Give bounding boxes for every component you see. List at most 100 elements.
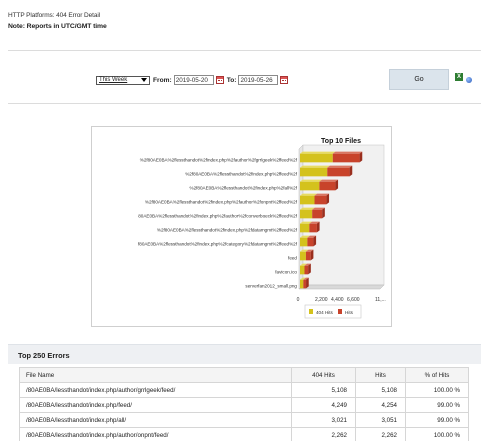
chart-legend [304, 304, 362, 319]
section-header: Top 250 Errors [8, 344, 481, 364]
bar-404-hits-top [300, 263, 308, 266]
cell-pct-hits: 100.00 % [405, 382, 469, 398]
bar-hits-top [312, 207, 325, 210]
from-date-input[interactable] [173, 75, 214, 85]
report-header: HTTP Platforms: 404 Error Detail Note: R… [8, 12, 107, 30]
bar-404-hits-top [300, 193, 318, 196]
cell-hits: 3,051 [355, 412, 406, 428]
col-404-hits[interactable]: 404 Hits [291, 367, 356, 383]
table-header-row: File Name 404 Hits Hits % of Hits [19, 367, 469, 383]
cell-pct-hits: 100.00 % [405, 427, 469, 441]
bar-hits-side [326, 193, 330, 205]
bar-hits-top [332, 151, 363, 154]
chart-title: Top 10 Files [321, 138, 361, 145]
cell-pct-hits: 99.00 % [405, 397, 469, 413]
bar-hits-side [308, 263, 311, 275]
category-label: f80AE0BA%2flessthandot%2findex.php%2fcat… [138, 241, 298, 246]
cell-404-hits: 2,262 [291, 427, 356, 441]
bar-hits-side [359, 151, 363, 163]
cell-404-hits: 3,021 [291, 412, 356, 428]
bar-hits-top [319, 179, 339, 182]
table-row: /80AE0BA/lessthandot/index.php/author/on… [19, 427, 469, 441]
col-pct-hits[interactable]: % of Hits [405, 367, 469, 383]
bar-404-hits [300, 223, 310, 233]
bar-404-hits-top [300, 249, 309, 252]
bar-hits-top [303, 277, 309, 280]
legend-swatch-404-hits [309, 309, 313, 314]
bar-hits [312, 209, 323, 219]
bar-404-hits-top [300, 235, 311, 238]
cell-file-name[interactable]: /80AE0BA/lessthandot/index.php/all/ [19, 412, 292, 428]
bar-hits-top [305, 249, 314, 252]
bar-hits [303, 279, 307, 289]
x-tick-label: 2,200 [315, 297, 328, 303]
cell-file-name[interactable]: /80AE0BA/lessthandot/index.php/author/gr… [19, 382, 292, 398]
chevron-down-icon [141, 78, 147, 82]
bar-hits [307, 237, 314, 247]
table-row: /80AE0BA/lessthandot/index.php/feed/4,24… [19, 397, 469, 413]
bar-404-hits-top [300, 151, 336, 154]
to-date-input[interactable] [238, 75, 279, 85]
cell-file-name[interactable]: /80AE0BA/lessthandot/index.php/feed/ [19, 397, 292, 413]
cell-404-hits: 5,108 [291, 382, 356, 398]
range-select[interactable]: This Week [96, 75, 150, 85]
bar-hits-top [314, 193, 330, 196]
cell-hits: 2,262 [355, 427, 406, 441]
chart-svg: Top 10 Files %2f80AE0BA%2flessthandot%2fi… [138, 138, 386, 319]
divider [8, 50, 481, 51]
bar-hits-side [316, 221, 320, 233]
from-label: From: [153, 76, 172, 84]
cell-hits: 4,254 [355, 397, 406, 413]
bar-404-hits [300, 153, 333, 163]
top-files-chart: Top 10 Files %2f80AE0BA%2flessthandot%2fi… [91, 126, 392, 327]
legend-label-404-hits: 404 Hits [316, 310, 334, 315]
bar-404-hits [300, 167, 328, 177]
bar-hits-side [310, 249, 314, 261]
bar-404-hits [300, 265, 305, 275]
bar-404-hits-top [300, 221, 312, 224]
category-label: %2f80AE0BA%2flessthandot%2findex.php%2ff… [185, 171, 297, 176]
to-label: To: [226, 76, 237, 84]
category-label: feed [288, 255, 297, 260]
report-title: HTTP Platforms: 404 Error Detail [8, 12, 101, 19]
bar-hits [309, 223, 317, 233]
calendar-icon[interactable] [280, 76, 289, 84]
bar-hits [304, 265, 309, 275]
table-row: /80AE0BA/lessthandot/index.php/all/3,021… [19, 412, 469, 428]
bar-404-hits-top [300, 277, 307, 280]
legend-swatch-hits [338, 309, 342, 314]
bar-404-hits [300, 209, 313, 219]
category-label: %2f80AE0BA%2flessthandot%2findex.php%2fa… [140, 157, 298, 162]
bar-404-hits-top [300, 165, 330, 168]
bar-hits [314, 195, 327, 205]
go-button[interactable]: Go [389, 69, 449, 90]
bar-404-hits [300, 251, 306, 261]
bar-hits-top [304, 263, 311, 266]
bar-hits-side [322, 207, 325, 219]
bar-hits-top [309, 221, 320, 224]
col-hits[interactable]: Hits [355, 367, 406, 383]
errors-table: File Name 404 Hits Hits % of Hits /80AE0… [19, 367, 469, 441]
category-label: serverfan2012_small.png [245, 283, 297, 288]
bar-hits-top [307, 235, 317, 238]
category-label: 80AE0BA%2flessthandot%2findex.php%2fauth… [138, 213, 297, 218]
category-label: favicon.ico [275, 269, 297, 274]
bar-hits [332, 153, 360, 163]
bar-hits-side [335, 179, 339, 191]
x-tick-label: 11,... [375, 297, 386, 303]
bar-404-hits-top [300, 207, 315, 210]
cell-404-hits: 4,249 [291, 397, 356, 413]
help-icon[interactable] [466, 77, 472, 83]
bar-404-hits [300, 237, 308, 247]
excel-export-icon[interactable]: X [455, 73, 463, 81]
calendar-icon[interactable] [215, 76, 224, 84]
bar-404-hits-top [300, 179, 323, 182]
x-tick-label: 4,400 [331, 297, 344, 303]
divider [8, 103, 481, 104]
col-file-name[interactable]: File Name [19, 367, 292, 383]
cell-file-name[interactable]: /80AE0BA/lessthandot/index.php/author/on… [19, 427, 292, 441]
range-select-value: This Week [99, 77, 128, 83]
category-label: %2f80AE0BA%2flessthandot%2findex.php%2fa… [189, 185, 297, 190]
legend-label-hits: Hits [345, 310, 354, 315]
bar-hits [327, 167, 350, 177]
